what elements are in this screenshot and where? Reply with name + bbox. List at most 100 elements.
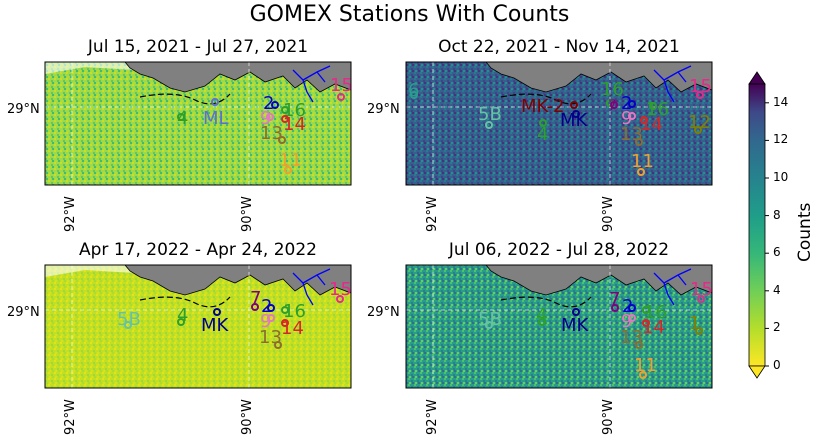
station-marker — [635, 341, 643, 349]
mississippi-river — [292, 65, 331, 103]
colorbar-label: Counts — [795, 202, 815, 262]
station-marker — [281, 106, 289, 114]
station-marker — [211, 98, 219, 106]
mississippi-river — [653, 268, 692, 306]
station-label: MK — [561, 315, 590, 336]
colorbar-extend-min — [748, 365, 766, 379]
station-marker — [337, 93, 345, 101]
colorbar-gradient — [748, 83, 766, 367]
station-marker — [485, 121, 493, 129]
panel-1-lat-label: 29°N — [7, 102, 40, 117]
land-mass — [124, 61, 352, 93]
station-marker — [628, 112, 636, 120]
station-label: 5B — [478, 309, 502, 330]
panel-frame — [405, 264, 713, 389]
station-label: 13 — [620, 124, 643, 145]
station-marker — [485, 321, 493, 329]
station-label: 16 — [601, 79, 624, 100]
station-label: 14 — [283, 114, 306, 135]
station-marker — [572, 110, 580, 118]
mississippi-river — [292, 268, 331, 306]
panel-2-title: Oct 22, 2021 - Nov 14, 2021 — [438, 37, 680, 57]
station-label: 13 — [260, 123, 283, 144]
station-marker — [639, 371, 647, 379]
station-marker — [266, 113, 274, 121]
station-label: 13 — [259, 327, 282, 348]
panel-frame — [44, 264, 352, 389]
panel-3-lat-label: 29°N — [7, 305, 40, 320]
station-label: 2 — [261, 296, 272, 317]
station-label: 7 — [609, 289, 620, 310]
station-label: 4 — [537, 124, 548, 145]
station-label: 16 — [646, 99, 669, 120]
station-label: 4 — [177, 108, 188, 129]
panel-4-title: Jul 06, 2022 - Jul 28, 2022 — [448, 240, 670, 260]
station-marker — [628, 304, 636, 312]
station-label: 2 — [622, 296, 633, 317]
station-label: 9 — [260, 108, 271, 129]
panel-frame — [44, 61, 352, 186]
station-marker — [267, 304, 275, 312]
station-marker — [177, 318, 185, 326]
station-marker — [213, 308, 221, 316]
station-marker — [694, 126, 702, 134]
mississippi-river — [653, 65, 692, 103]
colorbar-tick-label: 0 — [773, 358, 781, 372]
colorbar-tick-label: 10 — [773, 170, 789, 184]
land-mass — [485, 264, 713, 296]
station-marker — [570, 101, 578, 109]
station-marker — [640, 116, 648, 124]
station-label: 11 — [279, 150, 302, 171]
station-marker — [635, 138, 643, 146]
station-label: 2 — [621, 93, 632, 114]
station-label: 1 — [689, 313, 700, 334]
station-marker — [281, 306, 289, 314]
station-marker — [251, 303, 259, 311]
station-marker — [695, 327, 703, 335]
station-label: 7 — [250, 288, 261, 309]
colorbar — [748, 71, 769, 379]
station-label: 15 — [329, 279, 352, 300]
station-label: 16 — [283, 301, 306, 322]
colorbar-extend-max — [748, 71, 766, 85]
station-marker — [284, 166, 292, 174]
station-marker — [637, 168, 645, 176]
station-marker — [336, 295, 344, 303]
station-marker — [278, 136, 286, 144]
station-label: 5B — [478, 104, 502, 125]
isobath-line — [500, 296, 592, 308]
station-label: 16 — [644, 302, 667, 323]
colorbar-tick-label: 6 — [773, 245, 781, 260]
station-label: 13 — [620, 327, 643, 348]
station-label: 7 — [608, 98, 617, 114]
land-mass — [124, 264, 352, 296]
station-marker — [177, 113, 185, 121]
station-label: 12 — [688, 112, 711, 133]
station-label: ML — [203, 108, 229, 129]
station-label: 4 — [177, 305, 188, 326]
panel-2-lat-label: 29°N — [367, 102, 400, 117]
station-marker — [610, 101, 618, 109]
colorbar-tick-label: 14 — [773, 94, 789, 109]
station-label: 2 — [263, 93, 274, 114]
station-label: 16 — [283, 100, 306, 121]
station-marker — [539, 119, 547, 127]
isobath-line — [139, 296, 231, 308]
station-label: MK — [201, 315, 230, 336]
station-marker — [642, 306, 650, 314]
isobath-line — [139, 93, 231, 105]
figure-title: GOMEX Stations With Counts — [249, 2, 570, 27]
station-marker — [649, 102, 657, 110]
station-label: 4 — [536, 305, 547, 326]
station-label: 15 — [689, 76, 712, 97]
station-label: 15 — [330, 75, 353, 96]
station-marker — [410, 91, 418, 99]
station-marker — [281, 115, 289, 123]
station-label: 14 — [642, 317, 665, 338]
station-label: MK — [560, 110, 589, 131]
station-marker — [271, 101, 279, 109]
station-marker — [267, 314, 275, 322]
